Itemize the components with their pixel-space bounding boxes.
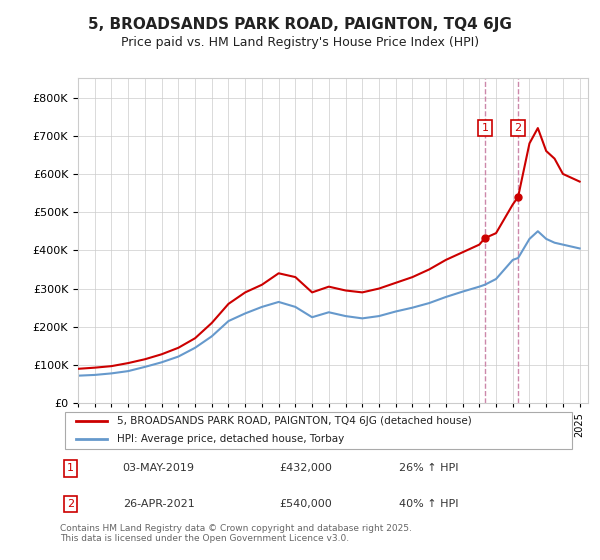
Text: 2: 2 [67,499,74,509]
Text: 03-MAY-2019: 03-MAY-2019 [122,463,194,473]
Text: £432,000: £432,000 [279,463,332,473]
Text: 26% ↑ HPI: 26% ↑ HPI [400,463,459,473]
Text: 1: 1 [67,463,74,473]
Text: 2: 2 [515,123,521,133]
Text: Contains HM Land Registry data © Crown copyright and database right 2025.
This d: Contains HM Land Registry data © Crown c… [60,524,412,543]
FancyBboxPatch shape [65,412,572,449]
Text: £540,000: £540,000 [279,499,332,509]
Text: Price paid vs. HM Land Registry's House Price Index (HPI): Price paid vs. HM Land Registry's House … [121,36,479,49]
Text: 1: 1 [481,123,488,133]
Text: 5, BROADSANDS PARK ROAD, PAIGNTON, TQ4 6JG (detached house): 5, BROADSANDS PARK ROAD, PAIGNTON, TQ4 6… [118,416,472,426]
Text: 5, BROADSANDS PARK ROAD, PAIGNTON, TQ4 6JG: 5, BROADSANDS PARK ROAD, PAIGNTON, TQ4 6… [88,17,512,32]
Text: HPI: Average price, detached house, Torbay: HPI: Average price, detached house, Torb… [118,434,344,444]
Text: 26-APR-2021: 26-APR-2021 [122,499,194,509]
Text: 40% ↑ HPI: 40% ↑ HPI [400,499,459,509]
